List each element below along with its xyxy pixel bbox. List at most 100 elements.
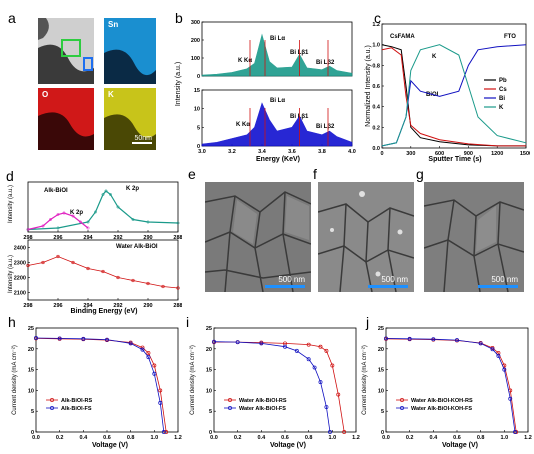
sims-depth-profile-chart: Normalized Intensity (a.u.) Sputter Time… (365, 22, 530, 163)
j-point (455, 338, 459, 343)
d-top-point (79, 220, 82, 224)
d-bottom-point (56, 254, 60, 259)
h-xtick-label: 0.8 (127, 435, 135, 441)
i-ytick-label: 20 (206, 347, 212, 353)
d-top-point (56, 213, 60, 216)
d-bottom-ylabel: Intensity (a.u.) (8, 255, 14, 293)
eds-tile-k: K 50nm (104, 88, 156, 150)
b-top-area (201, 33, 353, 77)
d-bottom-axes: 298 296 294 292 290 288 2100 2200 2300 2400 (14, 239, 182, 309)
i-xtick-label: 0.2 (234, 435, 242, 441)
eds-tile-o: O (38, 88, 94, 150)
c-annot-fto: FTO (504, 34, 516, 40)
sem-grains-f (318, 182, 414, 292)
h-point (81, 336, 86, 341)
j-curve-1 (385, 338, 516, 433)
h-point (57, 336, 62, 341)
d-peak-label-1: K 2p (70, 210, 83, 216)
d-top-point (86, 226, 90, 230)
c-annot-bioi: BiOI (426, 92, 439, 98)
d-top-point (94, 210, 97, 214)
i-ytick-label: 25 (206, 326, 212, 332)
i-axes: 0.0 0.2 0.4 0.6 0.8 1.0 1.2 0 5 10 15 20 25 (206, 326, 360, 441)
b-bottom-xtick-label: 3.6 (288, 149, 296, 155)
j-point (407, 336, 412, 341)
j-xtick-label: 0.0 (382, 435, 390, 441)
c-ytick-label: 0.6 (372, 84, 380, 90)
c-ytick-label: 0.8 (372, 63, 380, 69)
j-point (431, 337, 436, 342)
sem-image-g: 500 nm (424, 182, 524, 292)
h-ytick-label: 5 (31, 409, 34, 415)
tile-label-k: K (108, 90, 114, 99)
d-bottom-point (41, 260, 45, 265)
d-bottom-point (176, 286, 180, 290)
d-bottom-xtick-label: 292 (113, 303, 122, 309)
h-legend-marker (50, 398, 54, 402)
d-top-axes: 298 296 294 292 290 288 (23, 181, 182, 241)
b-xlabel: Energy (KeV) (256, 156, 300, 163)
d-top-point (109, 193, 112, 196)
c-frame (381, 23, 527, 149)
h-point (140, 347, 145, 352)
j-point (384, 336, 388, 341)
d-top-point (49, 218, 52, 221)
j-xtick-label: 1.0 (501, 435, 509, 441)
h-xtick-label: 0.6 (103, 435, 111, 441)
i-legend-marker (228, 398, 232, 402)
h-point (34, 336, 38, 340)
h-frame (35, 327, 179, 433)
panel-label-c: c (374, 10, 381, 26)
b-bottom-xtick-label: 3.8 (318, 149, 326, 155)
c-legend-label: Pb (499, 78, 507, 84)
j-xlabel: Voltage (V) (442, 442, 478, 449)
h-point (158, 400, 163, 405)
panel-label-f: f (313, 166, 317, 182)
panel-label-g: g (416, 166, 424, 182)
panel-label-a: a (8, 10, 16, 26)
d-bottom-point (131, 278, 135, 283)
d-top-xtick-label: 292 (113, 235, 122, 241)
d-top-frame (27, 181, 179, 233)
h-point (146, 351, 151, 355)
d-bottom-xtick-label: 298 (23, 303, 32, 309)
b-bottom-peak-bilb2: Bi Lβ2 (316, 124, 335, 130)
i-legend-marker (228, 406, 232, 410)
c-xtick-label: 0 (380, 151, 383, 157)
jv-chart-h: Current density (mA cm⁻²) Voltage (V) 0.… (12, 326, 182, 449)
c-xtick-label: 1200 (491, 151, 503, 157)
d-bottom-xtick-label: 290 (143, 303, 152, 309)
c-xtick-label: 600 (435, 151, 444, 157)
b-top-ytick-label: 0 (197, 74, 200, 80)
h-ylabel: Current density (mA cm⁻²) (12, 345, 18, 415)
h-legend-label: Alk-BiOI-FS (61, 406, 92, 412)
c-legend-label: Bi (499, 96, 505, 102)
d-bottom-point (146, 281, 150, 286)
b-top-ytick-label: 300 (191, 20, 200, 26)
j-point (502, 367, 507, 372)
d-top-point (86, 220, 90, 224)
j-ytick-label: 0 (381, 430, 384, 436)
panel-label-e: e (188, 166, 196, 182)
b-ylabel: Intensity (a.u.) (175, 62, 182, 106)
tile-label-sn: Sn (108, 20, 119, 29)
j-point (490, 347, 495, 352)
i-ytick-label: 15 (206, 368, 212, 374)
h-xtick-label: 0.4 (80, 435, 89, 441)
i-point (318, 380, 323, 385)
d-top-ylabel: Intensity (a.u.) (8, 185, 14, 223)
d-top-xtick-label: 298 (23, 235, 32, 241)
d-top-xtick-label: 290 (143, 235, 152, 241)
c-xlabel: Sputter Time (s) (428, 156, 481, 163)
h-xlabel: Voltage (V) (92, 442, 128, 449)
j-axes: 0.0 0.2 0.4 0.6 0.8 1.0 1.2 0 5 10 15 20 25 (378, 326, 532, 441)
c-ytick-label: 0.2 (372, 125, 380, 131)
b-bottom-ytick-label: 10 (194, 107, 200, 113)
d-bottom-point (161, 284, 165, 289)
jv-chart-i: Current density (mA cm⁻²) Voltage (V) 0.… (190, 326, 360, 449)
b-bottom-xtick-label: 3.4 (258, 149, 267, 155)
j-xtick-label: 1.2 (524, 435, 532, 441)
sn-map (104, 49, 156, 84)
h-legend-label: Alk-BiOI-RS (61, 398, 93, 404)
d-top-point (146, 220, 150, 224)
